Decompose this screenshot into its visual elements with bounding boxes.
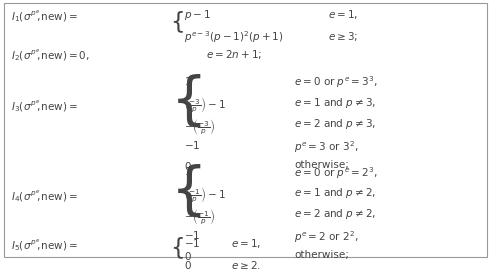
Text: $e=2n+1;$: $e=2n+1;$ <box>206 48 263 61</box>
Text: $0$: $0$ <box>185 250 192 262</box>
Text: otherwise;: otherwise; <box>294 160 349 170</box>
Text: $e=1,$: $e=1,$ <box>231 237 261 250</box>
Text: $I_4(\sigma^{p^e}\!,\!\mathrm{new})=$: $I_4(\sigma^{p^e}\!,\!\mathrm{new})=$ <box>11 188 78 204</box>
Text: $p^e=2$ or $2^2,$: $p^e=2$ or $2^2,$ <box>294 229 359 245</box>
Text: $0$: $0$ <box>185 160 192 172</box>
Text: $e\geq 2.$: $e\geq 2.$ <box>231 259 261 271</box>
Text: $e=1,$: $e=1,$ <box>328 8 358 21</box>
Text: $-1$: $-1$ <box>185 229 201 241</box>
Text: $p^e=3$ or $3^2,$: $p^e=3$ or $3^2,$ <box>294 139 359 154</box>
Text: $\left(\frac{-3}{p}\right)-1$: $\left(\frac{-3}{p}\right)-1$ <box>185 96 226 115</box>
Text: $e=2$ and $p\neq 2,$: $e=2$ and $p\neq 2,$ <box>294 208 377 221</box>
Text: $e=0$ or $p^e=3^3,$: $e=0$ or $p^e=3^3,$ <box>294 75 378 91</box>
FancyBboxPatch shape <box>4 3 487 257</box>
Text: $I_5(\sigma^{p^e}\!,\!\mathrm{new})=$: $I_5(\sigma^{p^e}\!,\!\mathrm{new})=$ <box>11 237 78 252</box>
Text: $\left(\frac{-1}{p}\right)-1$: $\left(\frac{-1}{p}\right)-1$ <box>185 186 226 205</box>
Text: $1$: $1$ <box>185 165 192 177</box>
Text: $I_2(\sigma^{p^e}\!,\!\mathrm{new})=0,$: $I_2(\sigma^{p^e}\!,\!\mathrm{new})=0,$ <box>11 48 90 63</box>
Text: $e=1$ and $p\neq 3,$: $e=1$ and $p\neq 3,$ <box>294 96 377 110</box>
Text: $\{$: $\{$ <box>170 236 184 261</box>
Text: $-\left(\frac{-3}{p}\right)$: $-\left(\frac{-3}{p}\right)$ <box>185 118 216 137</box>
Text: $p^{e-3}(p-1)^2(p+1)$: $p^{e-3}(p-1)^2(p+1)$ <box>185 30 284 45</box>
Text: $e=2$ and $p\neq 3,$: $e=2$ and $p\neq 3,$ <box>294 118 377 131</box>
Text: $-1$: $-1$ <box>185 237 201 249</box>
Text: $-1$: $-1$ <box>185 139 201 151</box>
Text: $\{$: $\{$ <box>170 72 201 129</box>
Text: $e=1$ and $p\neq 2,$: $e=1$ and $p\neq 2,$ <box>294 186 377 200</box>
Text: $I_3(\sigma^{p^e}\!,\!\mathrm{new})=$: $I_3(\sigma^{p^e}\!,\!\mathrm{new})=$ <box>11 98 78 114</box>
Text: $\{$: $\{$ <box>170 9 184 35</box>
Text: $I_1(\sigma^{p^e}\!,\!\mathrm{new})=$: $I_1(\sigma^{p^e}\!,\!\mathrm{new})=$ <box>11 8 78 24</box>
Text: $p-1$: $p-1$ <box>185 8 212 22</box>
Text: $e\geq 3;$: $e\geq 3;$ <box>328 30 358 43</box>
Text: $-\left(\frac{-1}{p}\right)$: $-\left(\frac{-1}{p}\right)$ <box>185 208 216 227</box>
Text: $1$: $1$ <box>185 75 192 87</box>
Text: otherwise;: otherwise; <box>294 250 349 260</box>
Text: $0$: $0$ <box>185 259 192 271</box>
Text: $\{$: $\{$ <box>170 162 201 219</box>
Text: $e=0$ or $p^e=2^3,$: $e=0$ or $p^e=2^3,$ <box>294 165 378 181</box>
